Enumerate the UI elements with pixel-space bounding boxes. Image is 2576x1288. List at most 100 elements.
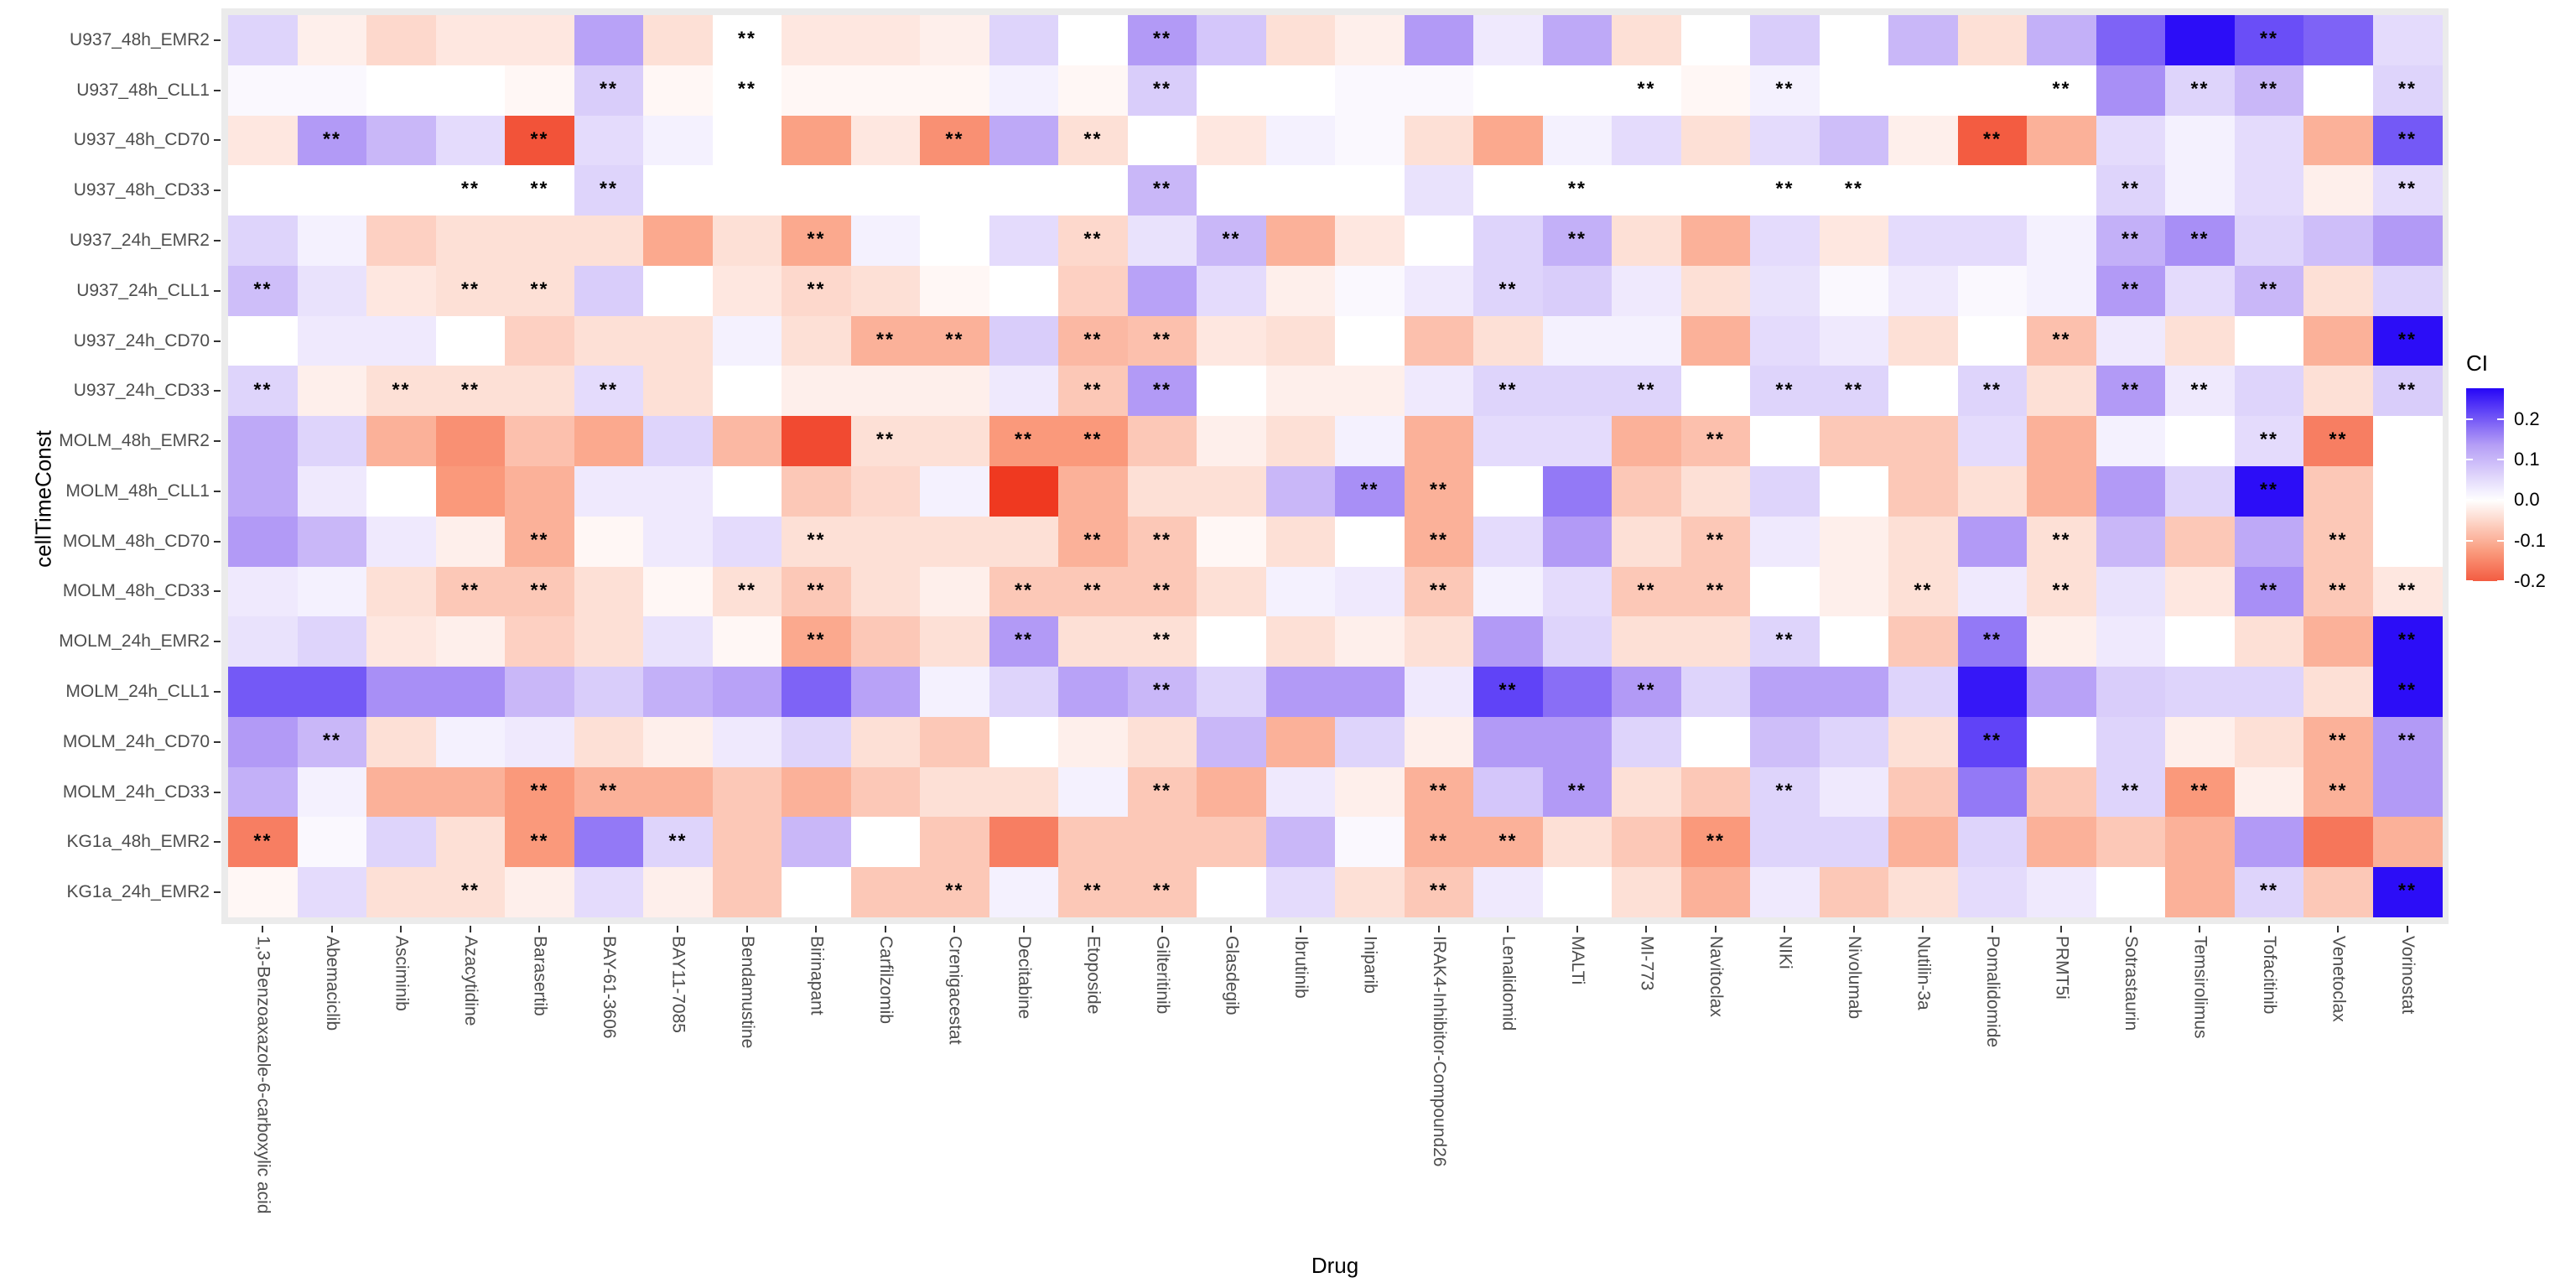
significance-marker: ** <box>1706 828 1725 851</box>
heatmap-cell <box>989 366 1059 417</box>
heatmap-cell <box>850 165 921 216</box>
heatmap-cell <box>2234 667 2304 718</box>
heatmap-cell <box>228 867 298 918</box>
heatmap-cell <box>1197 817 1266 868</box>
heatmap-cell <box>366 15 436 66</box>
significance-marker: ** <box>461 177 480 200</box>
heatmap-cell <box>989 115 1059 166</box>
x-tick-label: Barasertib <box>530 936 550 1016</box>
heatmap-cell: ** <box>1750 65 1820 117</box>
significance-marker: ** <box>2398 77 2417 100</box>
heatmap-cell <box>2372 15 2443 66</box>
heatmap-cell <box>712 716 782 768</box>
heatmap-cell <box>643 466 713 517</box>
heatmap-cell: ** <box>228 817 298 868</box>
heatmap-cell <box>2027 216 2096 267</box>
legend-tick-mark <box>2466 459 2473 460</box>
x-tick-mark <box>1784 926 1786 932</box>
x-tick-mark <box>677 926 679 932</box>
y-tick-mark <box>214 740 221 743</box>
heatmap-cell <box>228 15 298 66</box>
significance-marker: ** <box>1637 678 1656 701</box>
heatmap-cell: ** <box>1404 516 1474 568</box>
heatmap-cell <box>1542 566 1613 617</box>
heatmap-cell <box>2027 265 2096 317</box>
significance-marker: ** <box>1637 377 1656 400</box>
heatmap-cell <box>1197 516 1266 568</box>
heatmap-cell <box>1957 315 2028 366</box>
heatmap-cell <box>1265 65 1336 117</box>
heatmap-cell <box>1612 516 1681 568</box>
heatmap-cell <box>2303 667 2373 718</box>
heatmap-cell <box>850 716 921 768</box>
heatmap-cell <box>1888 15 1958 66</box>
heatmap-cell <box>920 616 989 667</box>
heatmap-cell: ** <box>920 315 989 366</box>
heatmap-cell <box>1473 315 1543 366</box>
heatmap-cell <box>1058 265 1128 317</box>
heatmap-cell <box>1819 667 1889 718</box>
significance-marker: ** <box>2398 177 2417 200</box>
significance-marker: ** <box>1083 528 1103 551</box>
heatmap-cell: ** <box>1750 616 1820 667</box>
x-tick-mark <box>2267 926 2270 932</box>
heatmap-cell <box>1127 115 1197 166</box>
heatmap-cell <box>1680 115 1751 166</box>
significance-marker: ** <box>2190 377 2210 400</box>
heatmap-cell <box>1335 366 1405 417</box>
heatmap-cell <box>643 716 713 768</box>
significance-marker: ** <box>1568 227 1587 250</box>
heatmap-cell <box>366 115 436 166</box>
heatmap-cell <box>1957 667 2028 718</box>
heatmap-cell: ** <box>435 165 506 216</box>
heatmap-cell <box>1197 165 1266 216</box>
heatmap-cell <box>1750 817 1820 868</box>
heatmap-cell <box>2303 216 2373 267</box>
heatmap-cell <box>989 165 1059 216</box>
heatmap-cell: ** <box>1473 817 1543 868</box>
heatmap-cell <box>782 766 851 818</box>
heatmap-cell <box>297 15 367 66</box>
heatmap-cell <box>574 115 644 166</box>
heatmap-cell <box>2372 516 2443 568</box>
significance-marker: ** <box>530 579 549 601</box>
heatmap-cell <box>2303 15 2373 66</box>
significance-marker: ** <box>1983 628 2002 651</box>
significance-marker: ** <box>2190 779 2210 802</box>
heatmap-cell <box>782 165 851 216</box>
heatmap-cell <box>2303 65 2373 117</box>
significance-marker: ** <box>1498 678 1518 701</box>
heatmap-cell <box>920 766 989 818</box>
heatmap-cell <box>643 315 713 366</box>
x-tick-label: Glasdegib <box>1222 936 1242 1015</box>
heatmap-cell <box>228 616 298 667</box>
heatmap-cell <box>2096 15 2166 66</box>
significance-marker: ** <box>1637 579 1656 601</box>
heatmap-cell: ** <box>1473 265 1543 317</box>
heatmap-cell <box>2027 817 2096 868</box>
heatmap-cell <box>1957 216 2028 267</box>
heatmap-cell <box>1058 817 1128 868</box>
heatmap-cell: ** <box>1058 115 1128 166</box>
heatmap-cell: ** <box>2165 366 2235 417</box>
heatmap-cell: ** <box>435 867 506 918</box>
heatmap-cell <box>297 516 367 568</box>
heatmap-cell: ** <box>1058 516 1128 568</box>
heatmap-cell <box>850 265 921 317</box>
heatmap-cell <box>1265 566 1336 617</box>
heatmap-cell <box>505 15 574 66</box>
heatmap-cell: ** <box>1127 516 1197 568</box>
significance-marker: ** <box>2329 579 2348 601</box>
heatmap-cell <box>2096 115 2166 166</box>
heatmap-cell <box>435 516 506 568</box>
heatmap-cell: ** <box>1542 165 1613 216</box>
heatmap-cell <box>1542 466 1613 517</box>
significance-marker: ** <box>1083 879 1103 901</box>
significance-marker: ** <box>1430 478 1448 501</box>
heatmap-cell <box>2027 766 2096 818</box>
heatmap-cell <box>850 566 921 617</box>
heatmap-cell <box>1473 216 1543 267</box>
heatmap-cell <box>1819 65 1889 117</box>
heatmap-cell <box>1404 416 1474 467</box>
heatmap-cell: ** <box>574 766 644 818</box>
